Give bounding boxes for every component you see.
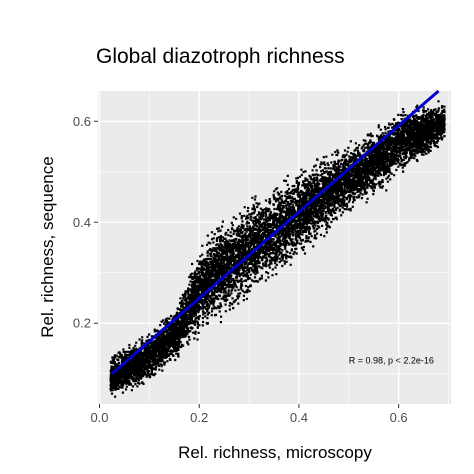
y-tick-label: 0.6 — [73, 114, 91, 129]
x-tick-label: 0.0 — [90, 410, 108, 425]
y-tick-label: 0.4 — [73, 215, 91, 230]
axes: 0.0 0.2 0.4 0.6 0.2 0.4 0.6 — [73, 114, 408, 425]
y-axis-title: Rel. richness, sequence — [38, 156, 57, 337]
scatter-points — [109, 100, 446, 398]
correlation-annotation: R = 0.98, p < 2.2e-16 — [349, 356, 434, 366]
x-tick-label: 0.4 — [290, 410, 308, 425]
grid-lines — [98, 91, 451, 404]
scatter-point-cloud — [109, 100, 446, 398]
x-tick-label: 0.2 — [190, 410, 208, 425]
x-tick-label: 0.6 — [390, 410, 408, 425]
x-axis-title: Rel. richness, microscopy — [178, 443, 372, 462]
chart-title: Global diazotroph richness — [96, 45, 345, 68]
y-tick-label: 0.2 — [73, 316, 91, 331]
regression-line — [110, 89, 440, 375]
